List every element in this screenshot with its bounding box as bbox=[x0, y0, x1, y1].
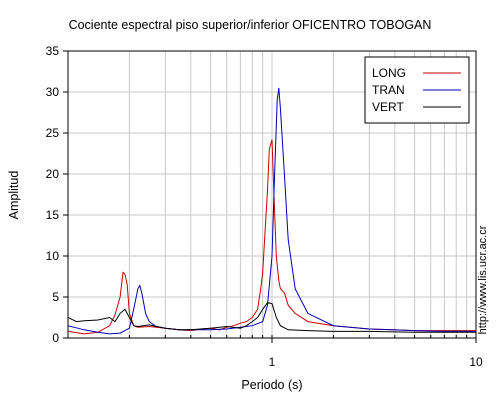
y-tick-label: 20 bbox=[46, 167, 60, 181]
x-tick-label: 10 bbox=[469, 355, 483, 369]
x-axis-label: Periodo (s) bbox=[241, 378, 303, 392]
legend-label-long: LONG bbox=[372, 66, 406, 80]
plot-frame bbox=[67, 50, 477, 339]
y-tick-label: 25 bbox=[46, 126, 60, 140]
y-tick-label: 30 bbox=[46, 85, 60, 99]
y-tick-label: 10 bbox=[46, 249, 60, 263]
y-tick-label: 35 bbox=[46, 44, 60, 58]
y-tick-label: 15 bbox=[46, 208, 60, 222]
series-line-tran bbox=[68, 87, 476, 335]
series-line-vert bbox=[68, 302, 476, 333]
series-line-long bbox=[68, 139, 476, 335]
y-tick-label: 5 bbox=[52, 290, 59, 304]
x-tick-label: 1 bbox=[269, 355, 276, 369]
legend-label-tran: TRAN bbox=[372, 83, 405, 97]
chart-title: Cociente espectral piso superior/inferio… bbox=[68, 18, 432, 32]
legend-label-vert: VERT bbox=[372, 100, 404, 114]
y-tick-label: 0 bbox=[52, 331, 59, 345]
